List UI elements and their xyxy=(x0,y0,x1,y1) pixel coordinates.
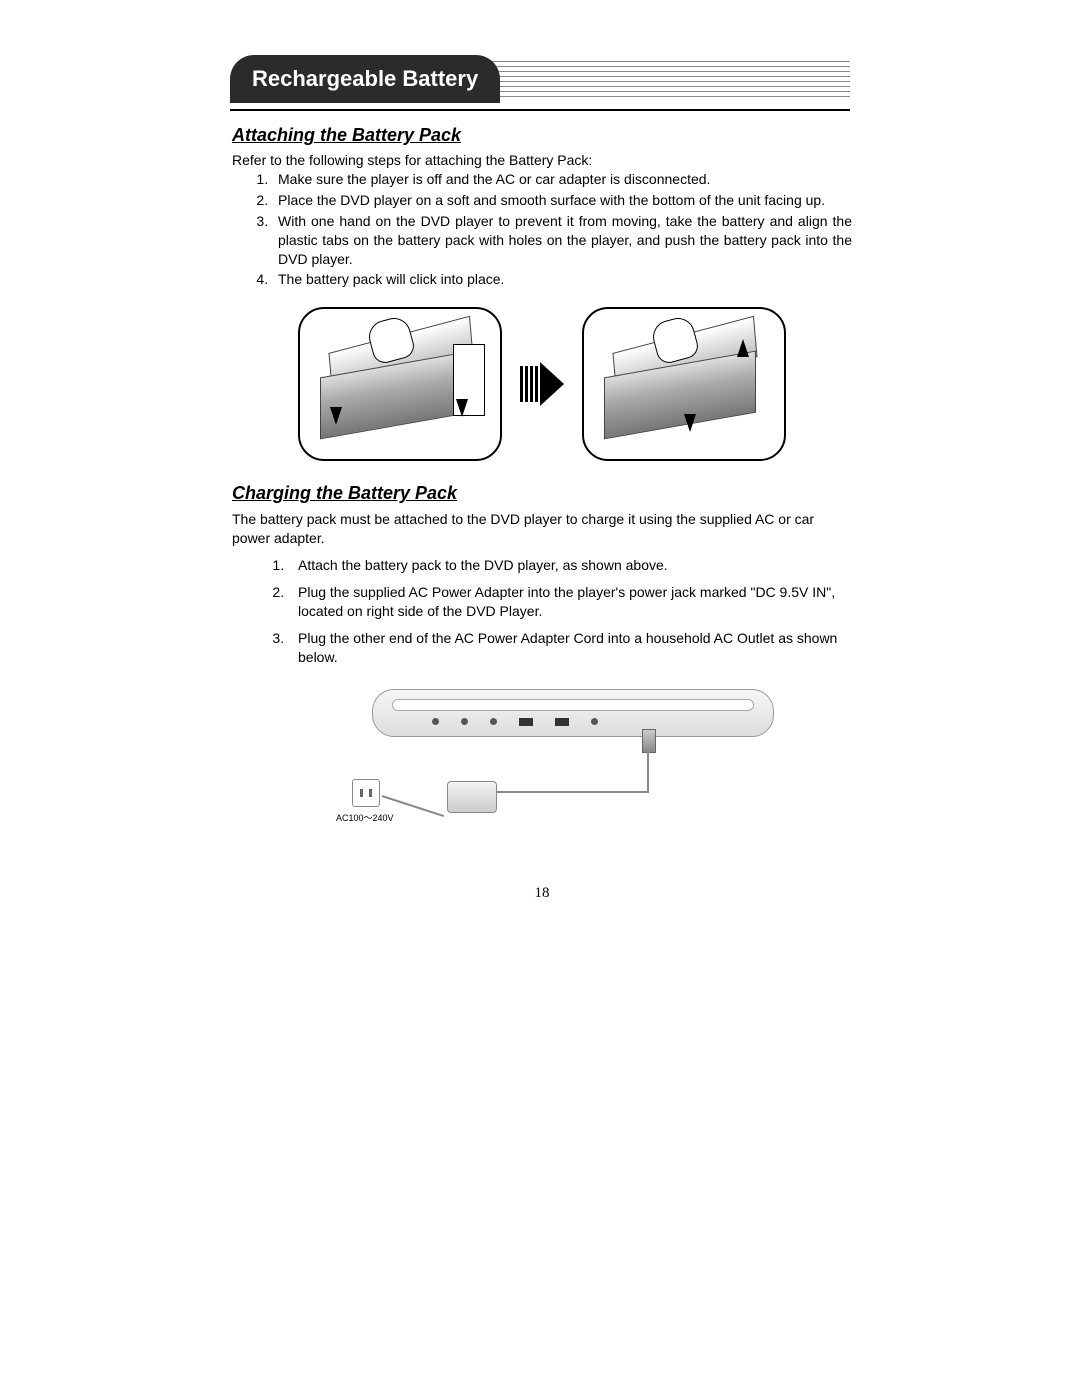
section2: Charging the Battery Pack The battery pa… xyxy=(232,483,852,901)
port-icon xyxy=(432,718,439,725)
list-item: Attach the battery pack to the DVD playe… xyxy=(288,556,852,575)
list-item: The battery pack will click into place. xyxy=(272,270,852,289)
section1-title: Attaching the Battery Pack xyxy=(232,125,852,146)
dc-plug-icon xyxy=(642,729,656,753)
figure-attach-step-b xyxy=(582,307,786,461)
wall-outlet-icon xyxy=(352,779,380,807)
port-icon xyxy=(461,718,468,725)
ports-row xyxy=(432,715,732,729)
arrow-down-icon xyxy=(330,407,342,425)
manual-page: Rechargeable Battery Attaching the Batte… xyxy=(0,0,1080,1397)
list-item: With one hand on the DVD player to preve… xyxy=(272,212,852,269)
figure-attach-row xyxy=(232,307,852,461)
page-number: 18 xyxy=(232,885,852,902)
section1-intro: Refer to the following steps for attachi… xyxy=(232,152,852,168)
section1-steps: Make sure the player is off and the AC o… xyxy=(232,170,852,289)
player-side-icon xyxy=(372,689,774,737)
port-icon xyxy=(519,718,533,726)
cord-icon xyxy=(492,791,649,793)
transition-arrow-icon xyxy=(520,362,564,406)
list-item: Make sure the player is off and the AC o… xyxy=(272,170,852,189)
ac-voltage-label: AC100～240V xyxy=(336,811,394,824)
list-item: Plug the other end of the AC Power Adapt… xyxy=(288,629,852,667)
header-title: Rechargeable Battery xyxy=(252,68,478,90)
header: Rechargeable Battery xyxy=(230,55,850,105)
port-icon xyxy=(555,718,569,726)
list-item: Plug the supplied AC Power Adapter into … xyxy=(288,583,852,621)
page-content: Attaching the Battery Pack Refer to the … xyxy=(232,125,852,902)
player-slot-icon xyxy=(392,699,754,711)
header-rule xyxy=(230,109,850,111)
section2-title: Charging the Battery Pack xyxy=(232,483,852,504)
ac-adapter-icon xyxy=(447,781,497,813)
arrow-down-icon xyxy=(684,414,696,432)
section2-steps: Attach the battery pack to the DVD playe… xyxy=(232,556,852,666)
arrow-bars-icon xyxy=(520,366,538,402)
cord-icon xyxy=(647,751,649,791)
arrow-up-icon xyxy=(737,339,749,357)
port-icon xyxy=(591,718,598,725)
arrow-triangle-icon xyxy=(540,362,564,406)
port-icon xyxy=(490,718,497,725)
section2-intro: The battery pack must be attached to the… xyxy=(232,510,852,548)
header-tab: Rechargeable Battery xyxy=(230,55,500,103)
figure-attach-step-a xyxy=(298,307,502,461)
arrow-down-icon xyxy=(456,399,468,417)
figure-charging: AC100～240V xyxy=(312,681,772,871)
list-item: Place the DVD player on a soft and smoot… xyxy=(272,191,852,210)
